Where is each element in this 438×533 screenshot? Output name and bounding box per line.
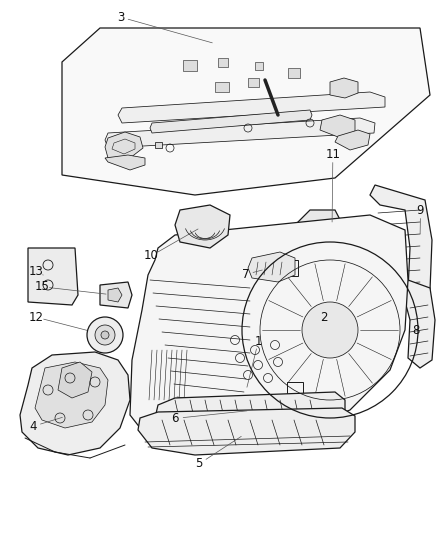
Polygon shape xyxy=(138,408,355,455)
Text: 4: 4 xyxy=(29,420,37,433)
Circle shape xyxy=(101,331,109,339)
Text: 13: 13 xyxy=(28,265,43,278)
Circle shape xyxy=(87,317,123,353)
Polygon shape xyxy=(62,28,430,195)
Polygon shape xyxy=(105,155,145,170)
Text: 3: 3 xyxy=(117,11,124,23)
Text: 12: 12 xyxy=(28,311,43,324)
Polygon shape xyxy=(105,132,143,158)
Polygon shape xyxy=(248,252,295,282)
Text: 10: 10 xyxy=(144,249,159,262)
Polygon shape xyxy=(100,282,132,308)
Text: 9: 9 xyxy=(417,204,424,217)
Polygon shape xyxy=(295,210,348,250)
Text: 1: 1 xyxy=(254,335,262,348)
Polygon shape xyxy=(288,68,300,78)
Polygon shape xyxy=(130,215,408,448)
Polygon shape xyxy=(105,118,375,148)
Text: 8: 8 xyxy=(413,324,420,337)
Circle shape xyxy=(302,302,358,358)
Text: 11: 11 xyxy=(325,148,340,161)
Polygon shape xyxy=(335,130,370,150)
Polygon shape xyxy=(215,82,229,92)
Text: 5: 5 xyxy=(196,457,203,470)
Polygon shape xyxy=(405,280,435,368)
Polygon shape xyxy=(175,205,230,248)
Polygon shape xyxy=(35,362,108,428)
Text: 6: 6 xyxy=(171,412,179,425)
Polygon shape xyxy=(155,142,162,148)
Polygon shape xyxy=(118,92,385,123)
Polygon shape xyxy=(20,352,130,455)
Polygon shape xyxy=(155,392,345,428)
Polygon shape xyxy=(330,78,358,98)
Text: 2: 2 xyxy=(320,311,328,324)
Circle shape xyxy=(95,325,115,345)
Polygon shape xyxy=(248,78,259,87)
Polygon shape xyxy=(108,288,122,302)
Polygon shape xyxy=(28,248,78,305)
Polygon shape xyxy=(150,110,312,133)
Polygon shape xyxy=(370,185,432,298)
Polygon shape xyxy=(320,115,355,137)
Polygon shape xyxy=(218,58,228,67)
Text: 15: 15 xyxy=(34,280,49,293)
Polygon shape xyxy=(183,60,197,71)
Text: 7: 7 xyxy=(241,268,249,281)
Polygon shape xyxy=(255,62,263,70)
Polygon shape xyxy=(58,362,92,398)
